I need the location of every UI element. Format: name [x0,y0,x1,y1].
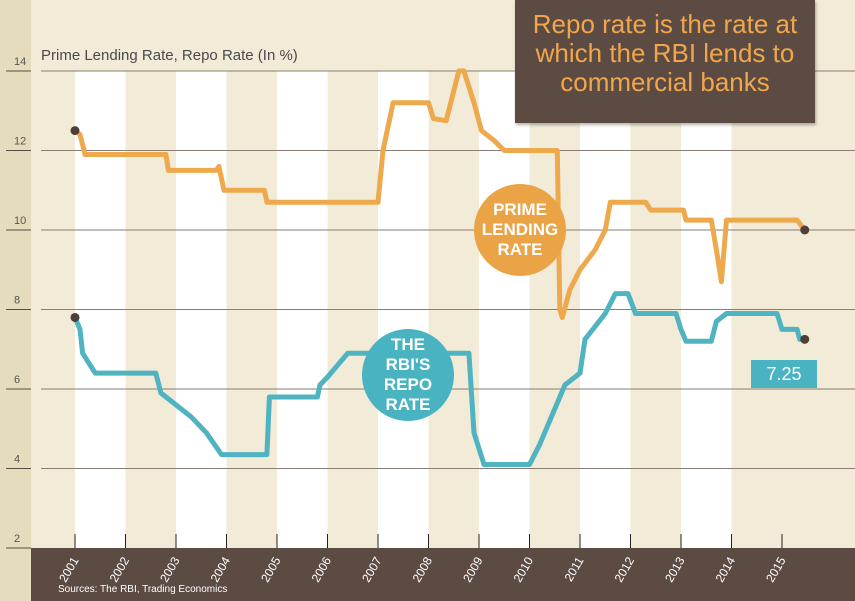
title-box: Repo rate is the rate at which the RBI l… [515,0,815,123]
end-point [800,225,810,235]
repo-rate-line [72,291,805,467]
y-tick-label: 6 [14,374,20,386]
repo-bubble-text: THE RBI'S REPO RATE [383,335,433,414]
y-tick-label: 8 [14,295,20,307]
last-value-label: 7.25 [751,360,817,388]
repo-bubble: THE RBI'S REPO RATE [362,329,454,421]
start-point [70,312,80,322]
end-point [800,334,810,344]
y-tick-label: 14 [14,56,26,68]
prime-lending-rate-line [73,68,807,320]
axis-strip [0,0,31,601]
plr-bubble-text: PRIME LENDING RATE [481,200,559,259]
y-tick-label: 2 [14,533,20,545]
y-axis-label: Prime Lending Rate, Repo Rate (In %) [41,47,298,64]
y-tick-label: 12 [14,136,26,148]
plr-bubble: PRIME LENDING RATE [474,184,566,276]
bottom-band [31,548,855,601]
start-point [70,126,80,136]
source-note: Sources: The RBI, Trading Economics [58,584,228,595]
y-tick-label: 4 [14,454,20,466]
y-tick-label: 10 [14,215,26,227]
